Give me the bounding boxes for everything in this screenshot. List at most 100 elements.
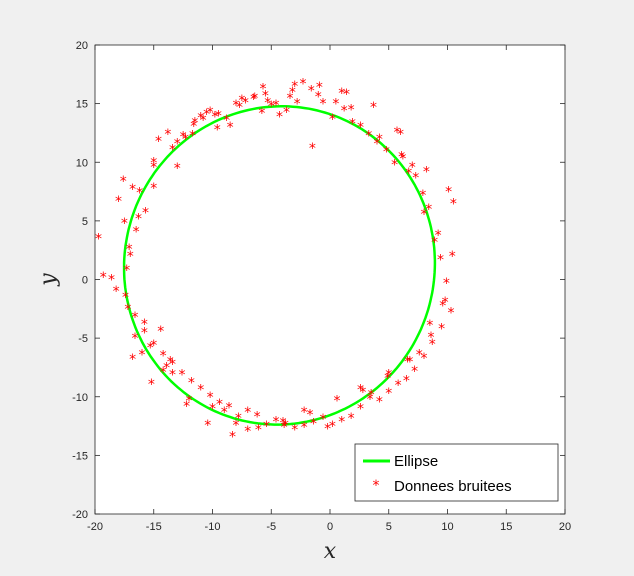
- data-point-marker: *: [357, 383, 364, 399]
- data-point-marker: *: [439, 298, 446, 314]
- data-point-marker: *: [403, 373, 410, 389]
- data-point-marker: *: [264, 95, 271, 111]
- data-point-marker: *: [163, 360, 170, 376]
- data-point-marker: *: [139, 348, 146, 364]
- data-point-marker: *: [207, 105, 214, 121]
- data-point-marker: *: [442, 295, 449, 311]
- data-point-marker: *: [122, 290, 129, 306]
- data-point-marker: *: [315, 90, 322, 106]
- data-point-marker: *: [349, 117, 356, 133]
- data-point-marker: *: [404, 355, 411, 371]
- y-tick-label: 5: [82, 216, 88, 228]
- data-point-marker: *: [123, 263, 130, 279]
- data-point-marker: *: [197, 111, 204, 127]
- y-tick-label: 15: [76, 99, 88, 111]
- data-point-marker: *: [357, 120, 364, 136]
- data-point-marker: *: [258, 106, 265, 122]
- data-point-marker: *: [204, 418, 211, 434]
- data-point-marker: *: [233, 418, 240, 434]
- data-point-marker: *: [169, 367, 176, 383]
- y-tick-label: 10: [76, 157, 88, 169]
- data-point-marker: *: [180, 129, 187, 145]
- data-point-marker: *: [368, 387, 375, 403]
- x-tick-label: 10: [441, 521, 453, 533]
- data-point-marker: *: [276, 110, 283, 126]
- data-point-marker: *: [129, 352, 136, 368]
- data-point-marker: *: [385, 367, 392, 383]
- data-point-marker: *: [160, 365, 167, 381]
- data-point-marker: *: [412, 170, 419, 186]
- data-point-marker: *: [393, 125, 400, 141]
- data-point-marker: *: [365, 128, 372, 144]
- data-point-marker: *: [391, 158, 398, 174]
- data-point-marker: *: [319, 97, 326, 113]
- data-point-marker: *: [294, 97, 301, 113]
- data-point-marker: *: [450, 196, 457, 212]
- x-tick-label: 15: [500, 521, 512, 533]
- data-point-marker: *: [437, 253, 444, 269]
- data-point-marker: *: [133, 224, 140, 240]
- data-point-marker: *: [299, 77, 306, 93]
- data-point-marker: *: [370, 100, 377, 116]
- legend: Ellipse * Donnees bruitees: [354, 443, 559, 502]
- x-tick-label: -15: [146, 521, 162, 533]
- data-point-marker: *: [227, 120, 234, 136]
- data-point-marker: *: [445, 185, 452, 201]
- data-point-marker: *: [421, 207, 428, 223]
- data-point-marker: *: [238, 93, 245, 109]
- x-tick-label: -5: [266, 521, 276, 533]
- data-point-marker: *: [124, 302, 131, 318]
- data-point-marker: *: [423, 165, 430, 181]
- data-point-marker: *: [272, 98, 279, 114]
- data-point-marker: *: [189, 128, 196, 144]
- data-point-marker: *: [183, 399, 190, 415]
- data-point-marker: *: [235, 411, 242, 427]
- data-point-marker: *: [307, 407, 314, 423]
- data-point-marker: *: [254, 410, 261, 426]
- data-point-marker: *: [131, 331, 138, 347]
- data-point-marker: *: [191, 115, 198, 131]
- data-point-marker: *: [160, 349, 167, 365]
- data-point-marker: *: [260, 81, 267, 97]
- data-point-marker: *: [308, 84, 315, 100]
- data-point-marker: *: [359, 385, 366, 401]
- data-point-marker: *: [309, 141, 316, 157]
- data-point-marker: *: [366, 392, 373, 408]
- data-point-marker: *: [150, 160, 157, 176]
- y-tick-label: 20: [76, 40, 88, 52]
- data-point-marker: *: [281, 420, 288, 436]
- data-point-marker: *: [448, 305, 455, 321]
- data-point-marker: *: [397, 127, 404, 143]
- data-point-marker: *: [383, 145, 390, 161]
- data-point-marker: *: [376, 394, 383, 410]
- data-point-marker: *: [190, 119, 197, 135]
- data-point-marker: *: [291, 423, 298, 439]
- data-point-marker: *: [155, 134, 162, 150]
- data-point-marker: *: [301, 420, 308, 436]
- data-point-marker: *: [200, 113, 207, 129]
- data-point-marker: *: [127, 249, 134, 265]
- data-point-marker: *: [431, 235, 438, 251]
- data-point-marker: *: [405, 166, 412, 182]
- data-point-marker: *: [332, 97, 339, 113]
- data-point-marker: *: [250, 92, 257, 108]
- x-tick-label: 0: [327, 521, 333, 533]
- data-point-marker: *: [223, 113, 230, 129]
- data-point-marker: *: [348, 102, 355, 118]
- ellipse-series-line: [122, 105, 437, 426]
- y-tick-label: -10: [72, 392, 88, 404]
- data-point-marker: *: [135, 212, 142, 228]
- ticks-layer: -20 -15 -10 -5 0 5 10 15 20 -20 -15 -10 -5 0 5 10 15 20: [72, 40, 571, 533]
- data-point-marker: *: [141, 317, 148, 333]
- x-tick-label: 20: [559, 521, 571, 533]
- data-point-marker: *: [301, 405, 308, 421]
- data-point-marker: *: [142, 206, 149, 222]
- data-point-marker: *: [280, 416, 287, 432]
- data-point-marker: *: [216, 397, 223, 413]
- data-point-marker: *: [233, 98, 240, 114]
- data-point-marker: *: [167, 355, 174, 371]
- data-point-marker: *: [150, 181, 157, 197]
- data-point-marker: *: [169, 142, 176, 158]
- data-point-marker: *: [197, 383, 204, 399]
